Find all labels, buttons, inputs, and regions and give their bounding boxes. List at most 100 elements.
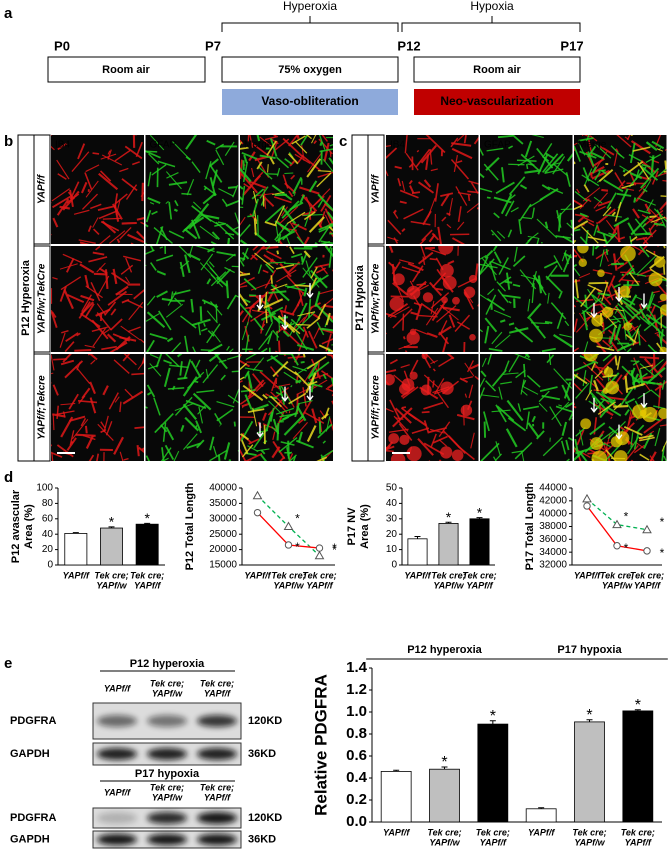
vessel (165, 303, 184, 318)
vessel (191, 161, 201, 173)
vessel (224, 141, 235, 157)
vessel (276, 250, 280, 255)
vessel (659, 424, 667, 427)
vessel (302, 214, 323, 216)
vessel (463, 135, 467, 144)
vessel (242, 247, 249, 262)
cluster (583, 354, 598, 362)
vessel (517, 155, 535, 167)
vessel (564, 402, 573, 409)
vessel (491, 233, 494, 236)
vessel (317, 303, 327, 320)
vessel (638, 184, 647, 192)
vessel (107, 290, 128, 306)
vessel (574, 279, 579, 299)
vessel (153, 397, 161, 416)
x-tick-label: Tek cre; (94, 570, 128, 580)
vessel (491, 409, 511, 413)
y-tick-label: 40000 (539, 508, 567, 519)
vessel (73, 209, 90, 215)
vessel (116, 238, 121, 244)
vessel (244, 452, 263, 461)
vessel (156, 290, 168, 298)
vessel (179, 361, 183, 376)
vessel (606, 396, 627, 401)
vessel (59, 286, 67, 302)
vessel (209, 164, 223, 183)
vessel (306, 355, 327, 370)
vessel (411, 265, 424, 283)
vessel (252, 357, 265, 371)
vessel (662, 179, 667, 182)
vessel (259, 154, 276, 160)
vessel (256, 448, 270, 452)
vessel (92, 328, 106, 347)
vessel (409, 185, 415, 194)
vessel (581, 174, 600, 187)
vessel (284, 262, 301, 265)
vessel (550, 302, 567, 320)
vessel (637, 161, 650, 180)
vessel (541, 184, 551, 191)
vessel (547, 186, 564, 195)
vessel (643, 417, 664, 434)
vessel (642, 223, 647, 228)
vessel (179, 261, 185, 277)
group-label: P17 hypoxia (557, 644, 622, 656)
vessel (272, 418, 280, 435)
x-tick-label: YAPf/f (134, 580, 161, 590)
vessel (127, 233, 144, 244)
vessel (145, 150, 161, 159)
vessel (316, 321, 325, 336)
vessel (329, 144, 333, 147)
vessel (507, 194, 516, 201)
vessel (632, 146, 651, 152)
vessel (601, 188, 609, 192)
vessel (317, 170, 332, 173)
cluster (469, 333, 476, 341)
vessel (206, 139, 216, 146)
vessel (388, 261, 396, 270)
vessel (588, 400, 602, 410)
vessel (456, 221, 465, 231)
y-axis-label: P12 avascular (10, 489, 22, 563)
vessel (480, 328, 484, 333)
y-axis-label: P12 Total Length (184, 482, 196, 570)
vessel (298, 288, 304, 306)
panel-label: a (4, 5, 13, 22)
vessel (164, 444, 175, 460)
vessel (574, 361, 595, 372)
vessel (63, 288, 74, 310)
vessel (536, 218, 558, 239)
vessel (549, 162, 562, 166)
vessel (392, 308, 413, 329)
vessel (519, 203, 532, 222)
vessel (282, 207, 297, 225)
vessel (134, 426, 144, 430)
cluster (580, 418, 592, 430)
cluster (605, 380, 620, 395)
y-tick-label: 1.0 (346, 703, 367, 720)
significance: * (490, 708, 496, 725)
x-tick-label: YAPf/w (574, 837, 605, 847)
vessel (322, 304, 333, 308)
vessel (441, 216, 447, 222)
vessel (255, 381, 266, 392)
vessel (331, 269, 333, 272)
vessel (408, 179, 413, 185)
y-tick-label: 0.0 (346, 813, 367, 830)
vessel (527, 422, 540, 438)
size: 120KD (248, 812, 282, 824)
vessel (421, 410, 430, 414)
vessel (628, 325, 639, 333)
vessel (625, 333, 637, 344)
vessel (227, 355, 239, 360)
vessel (56, 444, 74, 458)
vessel (592, 157, 605, 167)
vessel (149, 354, 159, 359)
vessel (241, 185, 246, 205)
vessel (265, 205, 285, 223)
vessel (195, 359, 201, 368)
vessel (480, 147, 484, 156)
vessel (265, 411, 274, 432)
